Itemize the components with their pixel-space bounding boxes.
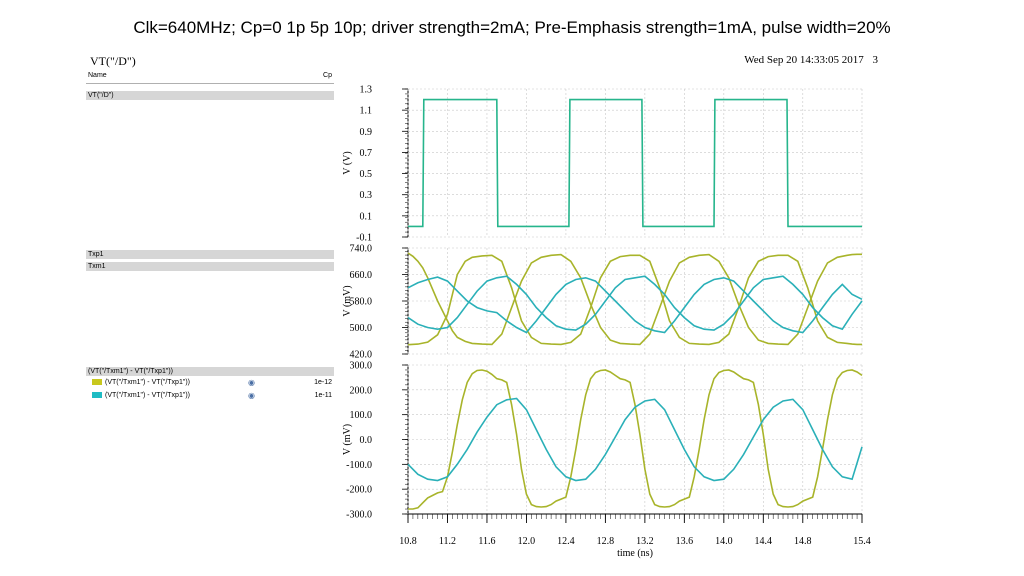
legend-item-cp: 1e-11 [314,392,332,399]
legend-header-param: Cp [323,72,332,79]
legend-item-cp: 1e-12 [314,379,332,386]
window-number: 3 [872,54,879,66]
x-tick-label: 12.8 [597,536,615,547]
window-title: VT("/D") [90,54,136,68]
cyan-swatch [92,392,102,398]
legend-item-expr: (VT("/Txm1") - VT("/Txp1")) [105,379,190,386]
x-tick-label: 12.0 [518,536,536,547]
timestamp-text: Wed Sep 20 14:33:05 2017 [744,54,864,66]
x-tick-label: 14.0 [715,536,733,547]
y-tick-label: 0.5 [360,169,373,180]
y-tick-label: 740.0 [350,244,373,255]
time-axis: 10.8 11.2 11.6 12.0 12.4 12.8 13.2 13.6 14.0 14.4… [399,513,871,559]
slide-title: Clk=640MHz; Cp=0 1p 5p 10p; driver stren… [133,18,891,37]
x-tick-label: 14.8 [794,536,812,547]
strip2-legend-label-txp1[interactable]: Txp1 [86,250,334,259]
y-tick-label: -100.0 [346,460,372,471]
waveform-window: VT("/D") Wed Sep 20 14:33:05 2017 3 Name… [86,52,886,562]
x-tick-label: 10.8 [399,536,417,547]
strip3-legend-item[interactable]: (VT("/Txm1") - VT("/Txp1")) ◉ 1e-11 [86,390,334,401]
series-line [407,276,863,334]
y-axis-label: V (mV) [342,285,353,316]
strip3-legend-label[interactable]: (VT("/Txm1") - VT("/Txp1")) [86,367,334,376]
legend-header: Name Cp [86,72,334,82]
x-tick-label: 11.2 [439,536,456,547]
y-tick-label: 100.0 [350,410,373,421]
series-line [408,98,862,228]
series-line [407,254,862,346]
legend-separator [86,83,334,84]
y-tick-label: 580.0 [350,297,373,308]
legend-item-expr: (VT("/Txm1") - VT("/Txp1")) [105,392,190,399]
y-tick-label: -200.0 [346,485,372,496]
y-tick-label: 300.0 [350,361,373,372]
series-line [407,252,862,346]
y-tick-label: 0.9 [360,127,373,138]
x-axis-label: time (ns) [617,548,653,559]
window-timestamp: Wed Sep 20 14:33:05 2017 3 [744,54,878,66]
y-tick-label: -300.0 [346,510,372,521]
eye-icon[interactable]: ◉ [248,378,255,387]
legend-header-name: Name [88,72,107,79]
y-tick-label: 660.0 [350,270,373,281]
strip-txp1-txm1: 740.0 660.0 580.0 500.0 420.0 V (mV) [342,244,863,361]
y-tick-label: 500.0 [350,323,373,334]
strip2-legend-label-txm1[interactable]: Txm1 [86,262,334,271]
strip1-legend-label[interactable]: VT("/D") [86,91,334,100]
x-tick-label: 14.4 [755,536,773,547]
y-tick-label: 1.3 [360,85,373,96]
x-tick-label: 11.6 [478,536,495,547]
y-tick-label: 1.1 [360,106,373,117]
y-tick-label: 0.7 [360,148,373,159]
x-tick-label: 13.2 [636,536,654,547]
x-tick-label: 13.6 [676,536,694,547]
y-axis-label: V (V) [342,151,353,174]
y-tick-label: 0.3 [360,190,373,201]
series-line [408,369,863,510]
x-tick-label: 12.4 [557,536,575,547]
series-line [407,275,863,331]
y-tick-label: 0.0 [360,435,373,446]
x-tick-label: 15.4 [853,536,871,547]
y-tick-label: 0.1 [360,211,373,222]
strip3-legend-item[interactable]: (VT("/Txm1") - VT("/Txp1")) ◉ 1e-12 [86,377,334,388]
y-axis-label: V (mV) [342,424,353,455]
y-tick-label: 200.0 [350,385,373,396]
strip-diff: 300.0 200.0 100.0 0.0 -100.0 -200.0 -300.0 V (m… [342,361,863,521]
yellow-swatch [92,379,102,385]
series-line [407,397,863,482]
y-tick-label: 420.0 [350,350,373,361]
strip-clock-d: 1.3 1.1 0.9 0.7 0.5 0.3 0.1 -0.1 V (V) [342,85,863,244]
y-tick-label: -0.1 [356,233,372,244]
eye-icon[interactable]: ◉ [248,391,255,400]
